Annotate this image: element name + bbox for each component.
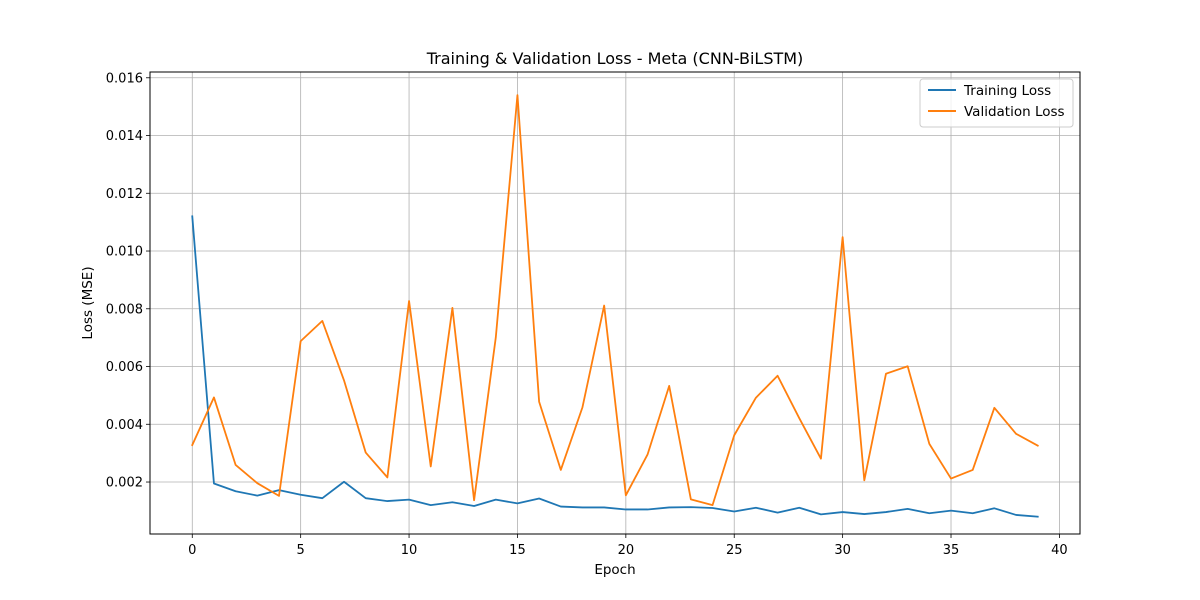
x-axis: 0 5 10 15 20 25 30 35 40 bbox=[188, 534, 1068, 558]
y-tick-label: 0.014 bbox=[106, 129, 143, 144]
x-tick-label: 5 bbox=[297, 543, 305, 558]
x-tick-label: 30 bbox=[834, 543, 851, 558]
x-tick-label: 0 bbox=[188, 543, 196, 558]
x-axis-label: Epoch bbox=[594, 562, 635, 578]
legend: Training Loss Validation Loss bbox=[919, 78, 1074, 128]
legend-label-validation: Validation Loss bbox=[964, 104, 1065, 120]
x-tick-label: 35 bbox=[943, 543, 960, 558]
x-tick-label: 25 bbox=[726, 543, 743, 558]
legend-frame bbox=[919, 78, 1074, 128]
y-tick-label: 0.008 bbox=[106, 302, 143, 317]
x-tick-label: 40 bbox=[1051, 543, 1068, 558]
y-tick-label: 0.004 bbox=[106, 418, 143, 433]
y-tick-label: 0.016 bbox=[106, 71, 143, 86]
y-tick-label: 0.012 bbox=[106, 187, 143, 202]
plot-frame bbox=[149, 71, 1081, 535]
y-axis: 0.002 0.004 0.006 0.008 0.010 0.012 0.014 0.016 bbox=[106, 71, 150, 491]
x-tick-label: 10 bbox=[401, 543, 418, 558]
chart-title: Training & Validation Loss - Meta (CNN-B… bbox=[426, 49, 804, 68]
x-tick-label: 20 bbox=[618, 543, 635, 558]
y-axis-label: Loss (MSE) bbox=[80, 266, 96, 339]
y-tick-label: 0.006 bbox=[106, 360, 143, 375]
series-line-validation-loss bbox=[191, 94, 1039, 507]
y-tick-label: 0.002 bbox=[106, 476, 143, 491]
legend-label-training: Training Loss bbox=[963, 83, 1051, 99]
series-line-training-loss bbox=[191, 215, 1039, 518]
x-tick-label: 15 bbox=[509, 543, 526, 558]
grid bbox=[150, 72, 1080, 534]
y-tick-label: 0.010 bbox=[106, 245, 143, 260]
series-layer bbox=[191, 94, 1039, 518]
